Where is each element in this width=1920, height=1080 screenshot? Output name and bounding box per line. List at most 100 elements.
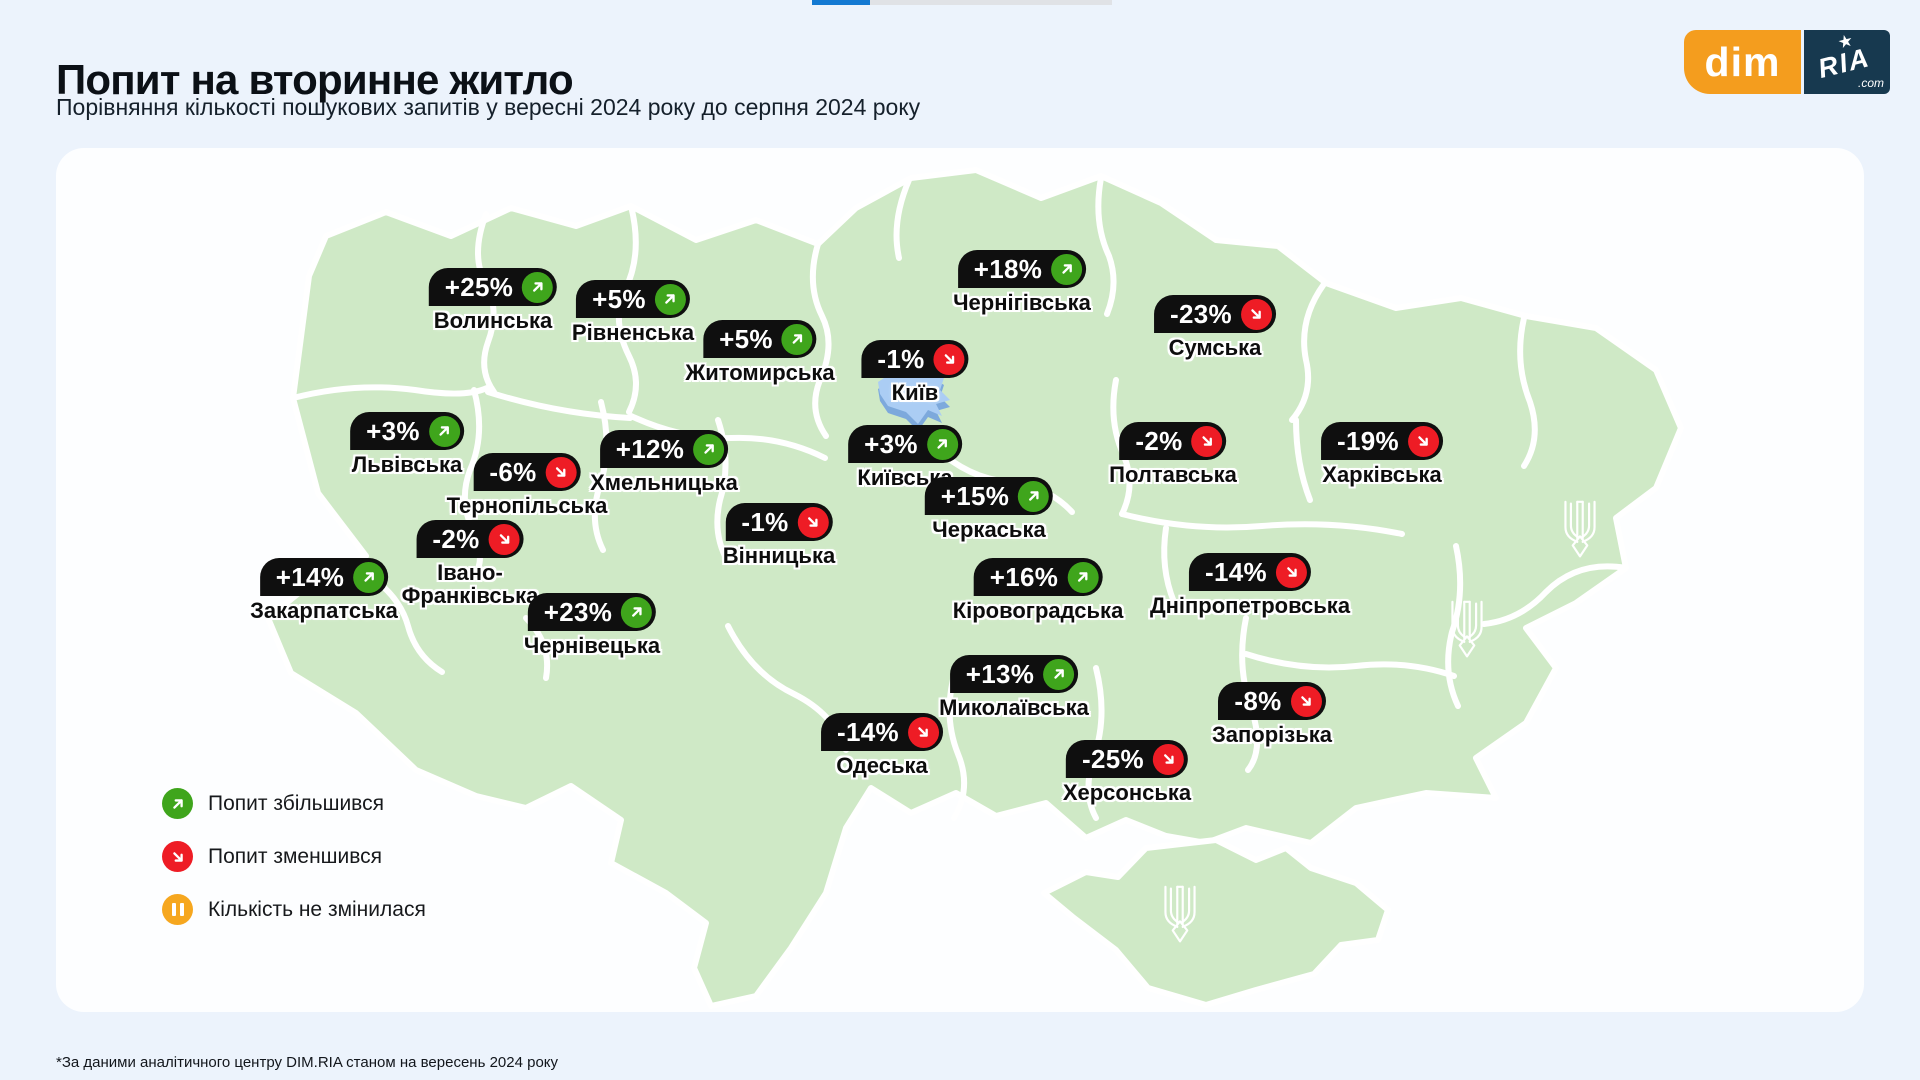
trend-icon	[428, 415, 460, 447]
trend-down-icon	[918, 727, 929, 737]
trend-icon	[1290, 685, 1322, 717]
region-pill: -14%	[1189, 553, 1311, 591]
region-label: Полтавська	[1109, 462, 1237, 487]
footer-note: *За даними аналітичного центру DIM.RIA с…	[56, 1054, 559, 1071]
region-label: Черкаська	[932, 517, 1046, 542]
region-pill: -2%	[416, 520, 524, 558]
region-badge: -19% Харківська	[1321, 422, 1443, 486]
region-pill: -19%	[1321, 422, 1443, 460]
region-label: Херсонська	[1062, 780, 1192, 805]
trend-icon	[907, 716, 939, 748]
region-value: +15%	[940, 480, 1010, 511]
region-value: +18%	[973, 253, 1043, 284]
region-label: Запорізька	[1211, 722, 1333, 747]
region-pill: +3%	[848, 425, 962, 463]
trend-icon	[621, 596, 653, 628]
region-badge: +3% Львівська	[350, 412, 464, 476]
pagination-bar-fill	[812, 0, 870, 5]
region-pill: +13%	[949, 655, 1079, 693]
trend-down-icon	[556, 467, 566, 477]
trend-icon	[1275, 556, 1307, 588]
region-label: Івано- Франківська	[401, 560, 539, 609]
trend-icon	[353, 561, 385, 593]
trend-icon	[1240, 298, 1272, 330]
region-badge: -1% Вінницька	[723, 503, 835, 567]
region-value: +12%	[615, 433, 685, 464]
region-pill: -1%	[725, 503, 833, 541]
region-pill: +25%	[428, 268, 558, 306]
region-label: Волинська	[433, 308, 553, 333]
region-label: Тернопільська	[446, 493, 608, 518]
region-badge: -1% Київ	[861, 340, 969, 405]
trend-up-icon	[937, 439, 948, 449]
legend-icon	[162, 894, 193, 925]
region-pill: +3%	[350, 412, 464, 450]
trend-down-icon	[499, 534, 509, 544]
region-badge: -8% Запорізька	[1212, 682, 1332, 746]
region-label: Львівська	[351, 452, 463, 477]
region-badge: -2% Полтавська	[1109, 422, 1237, 486]
region-label: Закарпатська	[250, 598, 398, 623]
region-value: -6%	[489, 456, 537, 487]
region-label: Харківська	[1322, 462, 1442, 487]
trend-up-icon	[363, 572, 374, 582]
legend-item: Кількість не змінилася	[162, 894, 426, 925]
crimea-outline	[1041, 837, 1391, 1008]
region-label: Чернівецька	[523, 633, 661, 658]
region-badge: +15% Черкаська	[924, 477, 1054, 542]
trend-down-icon	[172, 851, 183, 862]
region-label: Київ	[891, 380, 939, 405]
legend-item: Попит збільшився	[162, 788, 426, 819]
trend-up-icon	[792, 334, 803, 344]
trend-down-icon	[1301, 696, 1311, 706]
region-label: Сумська	[1168, 335, 1262, 360]
trend-up-icon	[1028, 491, 1039, 501]
region-pill: +12%	[599, 430, 729, 468]
trend-icon	[522, 271, 554, 303]
region-badge: +16% Кіровоградська	[952, 558, 1124, 623]
region-value: -14%	[1205, 556, 1267, 587]
region-label: Кіровоградська	[952, 598, 1124, 623]
region-badge: -6% Тернопільська	[446, 453, 608, 518]
region-pill: -1%	[861, 340, 969, 378]
region-value: +16%	[989, 561, 1059, 592]
dim-ria-logo: dim ★ RIA .com	[1684, 30, 1890, 94]
region-value: -25%	[1082, 743, 1144, 774]
trend-icon	[781, 323, 813, 355]
trend-icon	[1018, 480, 1050, 512]
legend-icon	[162, 841, 193, 872]
trend-icon	[1051, 253, 1083, 285]
trend-icon	[797, 506, 829, 538]
trend-icon	[545, 456, 577, 488]
trend-icon	[1152, 743, 1184, 775]
ria-logo-tld: .com	[1857, 76, 1884, 90]
ria-logo: ★ RIA .com	[1804, 30, 1890, 94]
region-label: Вінницька	[722, 543, 836, 568]
trend-icon	[1191, 425, 1223, 457]
region-pill: +18%	[957, 250, 1087, 288]
region-badge: -2% Івано- Франківська	[401, 520, 539, 609]
legend-item: Попит зменшився	[162, 841, 426, 872]
trend-down-icon	[1163, 754, 1174, 764]
trend-up-icon	[172, 798, 183, 809]
region-pill: -25%	[1066, 740, 1188, 778]
legend-label: Кількість не змінилася	[208, 897, 426, 921]
region-value: +25%	[444, 271, 514, 302]
region-badge: -14% Дніпропетровська	[1150, 553, 1350, 617]
trend-icon	[1043, 658, 1075, 690]
region-badge: +13% Миколаївська	[939, 655, 1089, 719]
trend-down-icon	[808, 517, 818, 527]
legend-icon	[162, 788, 193, 819]
region-badge: +14% Закарпатська	[250, 558, 398, 622]
trend-down-icon	[1251, 309, 1262, 319]
legend: Попит збільшився Попит зменшився Кількіс…	[162, 788, 426, 925]
region-pill: -6%	[473, 453, 581, 491]
trend-icon	[654, 283, 686, 315]
region-badge: -23% Сумська	[1154, 295, 1276, 359]
dim-logo: dim	[1684, 30, 1801, 94]
trend-up-icon	[532, 282, 543, 292]
region-value: -1%	[877, 343, 925, 374]
region-badge: +5% Житомирська	[685, 320, 835, 384]
region-pill: +5%	[576, 280, 690, 318]
region-badge: -25% Херсонська	[1063, 740, 1191, 804]
